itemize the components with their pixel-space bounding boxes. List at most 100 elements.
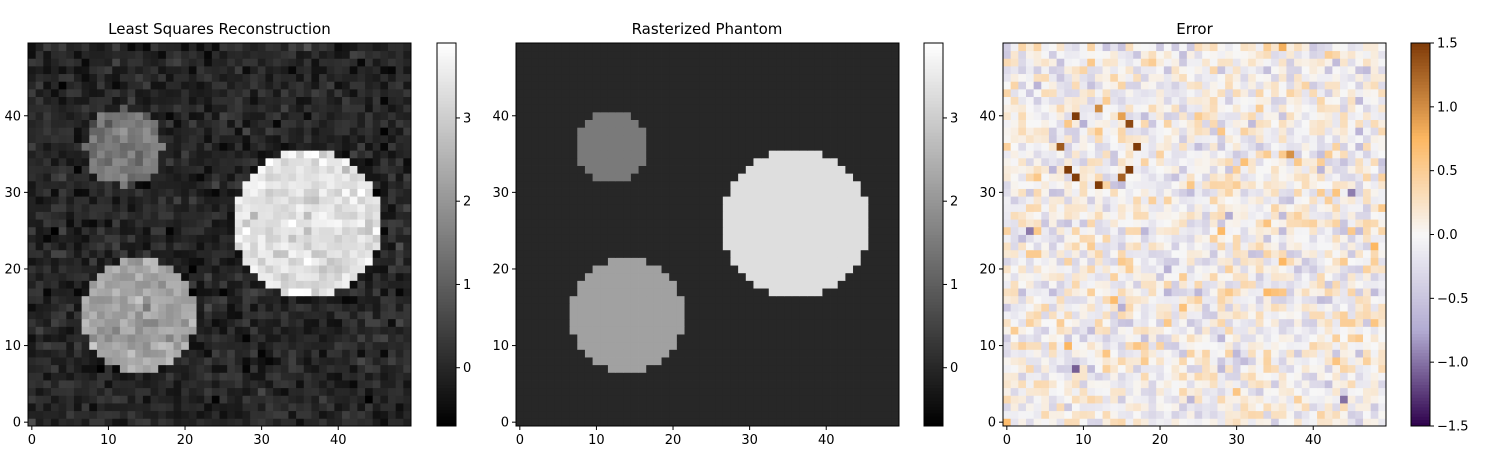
heatmap-cell xyxy=(403,257,412,266)
heatmap-cell xyxy=(799,341,808,350)
heatmap-cell xyxy=(265,364,274,373)
heatmap-cell xyxy=(50,249,60,258)
heatmap-cell xyxy=(891,265,900,274)
heatmap-cell xyxy=(234,265,243,274)
heatmap-cell xyxy=(234,219,243,228)
heatmap-cell xyxy=(204,142,213,151)
heatmap-cell xyxy=(89,311,98,320)
heatmap-cell xyxy=(784,88,793,98)
heatmap-cell xyxy=(204,50,213,59)
colorbar-swatch xyxy=(437,199,456,204)
heatmap-cell xyxy=(845,280,854,289)
heatmap-cell xyxy=(845,395,854,404)
heatmap-cell xyxy=(311,380,320,389)
heatmap-cell xyxy=(600,387,609,396)
heatmap-cell xyxy=(173,188,182,197)
heatmap-cell xyxy=(334,234,343,243)
heatmap-cell xyxy=(326,81,335,90)
heatmap-cell xyxy=(699,111,708,120)
heatmap-cell xyxy=(73,295,83,304)
heatmap-cell xyxy=(89,418,98,427)
heatmap-cell xyxy=(638,410,647,419)
heatmap-cell xyxy=(538,242,548,251)
heatmap-cell xyxy=(50,127,60,136)
heatmap-cell xyxy=(753,265,762,274)
heatmap-cell xyxy=(250,165,259,174)
heatmap-cell xyxy=(692,295,701,304)
heatmap-cell xyxy=(554,380,563,389)
heatmap-cell xyxy=(43,288,52,297)
heatmap-cell xyxy=(707,265,716,274)
heatmap-cell xyxy=(607,257,616,266)
heatmap-cell xyxy=(753,395,762,404)
colorbar-swatch xyxy=(437,336,456,341)
heatmap-cell xyxy=(584,226,593,235)
heatmap-cell xyxy=(28,387,37,396)
heatmap-cell xyxy=(227,364,236,373)
heatmap-cell xyxy=(357,288,366,297)
heatmap-cell xyxy=(326,173,335,182)
heatmap-cell xyxy=(319,280,328,289)
heatmap-cell xyxy=(523,150,532,159)
heatmap-cell xyxy=(822,410,831,419)
heatmap-cell xyxy=(653,234,662,243)
heatmap-cell xyxy=(715,104,724,113)
heatmap-cell xyxy=(89,364,98,373)
heatmap-cell xyxy=(814,249,823,258)
heatmap-cell xyxy=(273,257,282,266)
heatmap-cell xyxy=(784,242,793,251)
heatmap-cell xyxy=(181,364,190,373)
heatmap-cell xyxy=(380,387,389,396)
heatmap-cell xyxy=(822,226,831,235)
heatmap-cell xyxy=(738,134,747,143)
heatmap-cell xyxy=(365,372,374,381)
heatmap-cell xyxy=(188,334,197,343)
heatmap-cell xyxy=(365,249,374,258)
heatmap-cell xyxy=(669,226,678,235)
heatmap-cell xyxy=(234,249,243,258)
heatmap-cell xyxy=(119,334,128,343)
heatmap-cell xyxy=(265,334,274,343)
heatmap-cell xyxy=(799,387,808,396)
heatmap-cell xyxy=(860,196,869,205)
heatmap-cell xyxy=(799,242,808,251)
heatmap-cell xyxy=(150,295,159,304)
heatmap-cell xyxy=(845,410,854,419)
heatmap-cell xyxy=(334,180,343,189)
heatmap-cell xyxy=(250,88,259,98)
heatmap-cell xyxy=(699,134,708,143)
heatmap-cell xyxy=(883,180,892,189)
heatmap-cell xyxy=(342,403,351,412)
heatmap-cell xyxy=(822,249,831,258)
heatmap-cell xyxy=(623,127,632,136)
heatmap-cell xyxy=(303,311,312,320)
heatmap-cell xyxy=(288,257,297,266)
heatmap-cell xyxy=(661,280,670,289)
heatmap-cell xyxy=(196,380,205,389)
heatmap-cell xyxy=(188,96,197,105)
heatmap-cell xyxy=(684,403,693,412)
heatmap-cell xyxy=(326,142,335,151)
heatmap-cell xyxy=(135,111,144,120)
heatmap-cell xyxy=(319,403,328,412)
heatmap-cell xyxy=(227,341,236,350)
heatmap-cell xyxy=(257,226,266,235)
heatmap-cell xyxy=(722,127,731,136)
heatmap-cell xyxy=(265,242,274,251)
heatmap-cell xyxy=(738,242,747,251)
heatmap-cell xyxy=(112,249,121,258)
heatmap-cell xyxy=(653,157,662,166)
heatmap-cell xyxy=(692,311,701,320)
heatmap-cell xyxy=(837,234,846,243)
heatmap-cell xyxy=(234,150,243,159)
heatmap-cell xyxy=(227,280,236,289)
heatmap-cell xyxy=(311,418,320,427)
heatmap-cell xyxy=(50,180,60,189)
heatmap-cell xyxy=(219,196,228,205)
heatmap-cell xyxy=(569,265,578,274)
heatmap-cell xyxy=(883,395,892,404)
heatmap-cell xyxy=(516,180,525,189)
heatmap-cell xyxy=(50,341,60,350)
heatmap-cell xyxy=(715,410,724,419)
